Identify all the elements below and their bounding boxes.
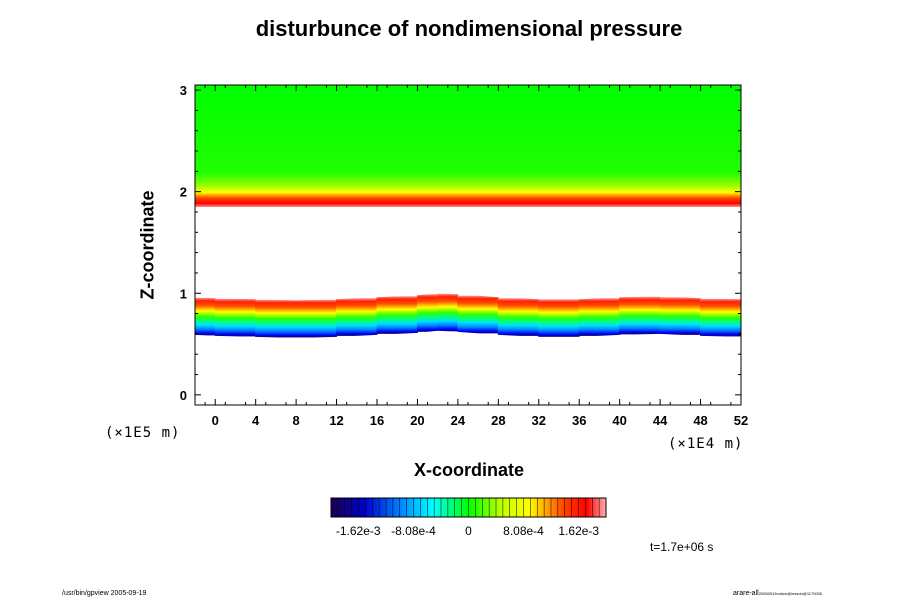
x-tick-label: 36 — [572, 413, 586, 428]
lower-pressure-layer — [195, 293, 741, 338]
colorbar: -1.62e-3 -8.08e-4 0 8.08e-4 1.62e-3 — [330, 497, 607, 538]
colorbar-tick-label: 8.08e-4 — [503, 524, 544, 538]
x-tick-label: 48 — [693, 413, 707, 428]
lower-layer-strip — [619, 296, 661, 335]
lower-layer-strip — [255, 299, 297, 338]
lower-layer-strip — [700, 298, 741, 337]
y-tick-label: 2 — [180, 185, 187, 200]
time-annotation: t=1.7e+06 s — [650, 540, 714, 554]
lower-layer-strip — [538, 299, 580, 337]
chart-title: disturbunce of nondimensional pressure — [255, 16, 683, 41]
footer-right-sub: 20050919notice@lesson@1170000 — [758, 591, 823, 596]
footer-right-main: arare-all — [733, 590, 759, 597]
y-tick-label: 0 — [180, 388, 187, 403]
lower-layer-strip — [578, 298, 621, 336]
x-axis-label: X-coordinate — [413, 460, 524, 480]
footer-right: arare-all20050919notice@lesson@1170000 — [733, 590, 822, 597]
upper-pressure-layer — [195, 85, 741, 207]
x-tick-label: 24 — [451, 413, 466, 428]
y-axis-label: Z-coordinate — [137, 190, 158, 300]
x-tick-label: 4 — [252, 413, 260, 428]
y-axis-unit: (×1E5 m) — [105, 425, 181, 441]
x-tick-label: 12 — [329, 413, 343, 428]
lower-layer-strip — [416, 294, 439, 332]
lower-layer-strip — [214, 298, 257, 337]
y-tick-label: 3 — [180, 83, 187, 98]
lower-layer-strip — [336, 298, 378, 336]
x-axis-unit: (×1E4 m) — [668, 436, 744, 452]
lower-layer-strip — [376, 296, 418, 334]
x-tick-label: 40 — [612, 413, 626, 428]
colorbar-tick-label: -8.08e-4 — [391, 524, 436, 538]
contour-fill — [195, 85, 741, 338]
lower-layer-strip — [457, 295, 499, 334]
colorbar-tick-label: -1.62e-3 — [336, 524, 381, 538]
lower-layer-strip — [497, 298, 540, 336]
footer-left: /usr/bin/gpview 2005-09-19 — [62, 590, 147, 597]
x-tick-label: 28 — [491, 413, 505, 428]
y-tick-label: 1 — [180, 286, 187, 301]
x-tick-label: 52 — [734, 413, 748, 428]
x-tick-label: 44 — [653, 413, 668, 428]
x-tick-label: 32 — [532, 413, 546, 428]
x-tick-label: 0 — [212, 413, 219, 428]
x-tick-label: 8 — [292, 413, 299, 428]
lower-layer-strip — [195, 297, 216, 336]
x-tick-label: 16 — [370, 413, 384, 428]
lower-layer-strip — [295, 299, 338, 338]
lower-layer-strip — [437, 293, 459, 332]
lower-layer-strip — [659, 297, 702, 335]
colorbar-tick-label: 1.62e-3 — [558, 524, 599, 538]
colorbar-tick-label: 0 — [465, 524, 472, 538]
x-tick-label: 20 — [410, 413, 424, 428]
